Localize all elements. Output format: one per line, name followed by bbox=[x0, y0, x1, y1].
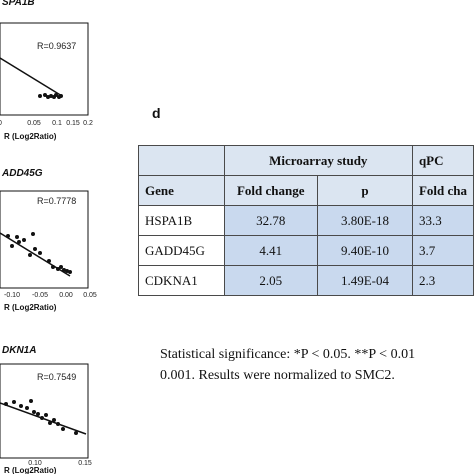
data-point bbox=[28, 253, 32, 257]
regression-line bbox=[0, 57, 63, 97]
x-tick-label: 0.15 bbox=[78, 460, 92, 467]
plot-frame bbox=[0, 190, 89, 289]
x-tick-label: 0.00 bbox=[59, 292, 73, 299]
data-point bbox=[31, 232, 35, 236]
table-group-header: qPC bbox=[411, 145, 474, 176]
table-column-header: p bbox=[316, 175, 413, 206]
table-row: CDKNA1 2.05 1.49E-04 2.3 bbox=[138, 265, 474, 296]
table-cell-gene: HSPA1B bbox=[138, 205, 225, 236]
significance-note: Statistical significance: *P < 0.05. **P… bbox=[160, 344, 415, 386]
x-tick-label: 0.05 bbox=[83, 292, 97, 299]
data-point bbox=[4, 402, 8, 406]
data-point bbox=[6, 234, 10, 238]
data-point bbox=[32, 410, 36, 414]
data-point bbox=[74, 431, 78, 435]
table-cell-qpcr-fold: 33.3 bbox=[411, 205, 474, 236]
x-axis-label: R (Log2Ratio) bbox=[4, 303, 57, 312]
data-point bbox=[15, 235, 19, 239]
data-point bbox=[19, 404, 23, 408]
data-point bbox=[68, 270, 72, 274]
data-points bbox=[4, 399, 78, 435]
note-line: Statistical significance: *P < 0.05. **P… bbox=[160, 347, 416, 362]
table-column-header: Gene bbox=[138, 175, 225, 206]
x-tick-label: 0.15 bbox=[66, 120, 80, 127]
table-cell-qpcr-fold: 2.3 bbox=[411, 265, 474, 296]
table-column-header: Fold cha bbox=[411, 175, 474, 206]
plot-title: ADD45G bbox=[2, 168, 43, 179]
data-points bbox=[6, 232, 72, 274]
table-row: GADD45G 4.41 9.40E-10 3.7 bbox=[138, 235, 474, 266]
x-axis-label: R (Log2Ratio) bbox=[4, 466, 57, 474]
table-cell-p-value: 9.40E-10 bbox=[316, 235, 413, 266]
table-cell-p-value: 1.49E-04 bbox=[316, 265, 413, 296]
data-point bbox=[43, 93, 47, 97]
data-point bbox=[22, 238, 26, 242]
table-cell-fold-change: 2.05 bbox=[223, 265, 318, 296]
plot-svg: R=0.7778 -0.10 -0.05 0.00 0.05 R (Log2Ra… bbox=[0, 190, 97, 312]
table-cell-fold-change: 4.41 bbox=[223, 235, 318, 266]
x-tick-label: 0.05 bbox=[27, 120, 41, 127]
data-point bbox=[36, 412, 40, 416]
data-point bbox=[17, 240, 21, 244]
table-cell-fold-change: 32.78 bbox=[223, 205, 318, 236]
data-point bbox=[10, 244, 14, 248]
r-value: R=0.7778 bbox=[37, 196, 76, 206]
data-point bbox=[54, 93, 58, 97]
table-cell-gene: GADD45G bbox=[138, 235, 225, 266]
data-point bbox=[25, 406, 29, 410]
data-point bbox=[29, 399, 33, 403]
table-column-header-row: Gene Fold change p Fold cha bbox=[138, 175, 474, 206]
x-tick-label: 0.1 bbox=[52, 120, 62, 127]
plot-title: SPA1B bbox=[2, 0, 35, 8]
data-point bbox=[51, 265, 55, 269]
x-tick-label: -0.05 bbox=[32, 292, 48, 299]
data-point bbox=[38, 251, 42, 255]
table-cell-p-value: 3.80E-18 bbox=[316, 205, 413, 236]
results-table: Microarray study qPC Gene Fold change p … bbox=[138, 145, 474, 296]
table-group-header-row: Microarray study qPC bbox=[138, 145, 474, 176]
x-axis-label: R (Log2Ratio) bbox=[4, 132, 57, 141]
plot-title: DKN1A bbox=[2, 345, 37, 356]
plot-frame bbox=[0, 363, 89, 459]
x-tick-label: 0 bbox=[0, 120, 2, 127]
data-point bbox=[40, 416, 44, 420]
table-row: HSPA1B 32.78 3.80E-18 33.3 bbox=[138, 205, 474, 236]
data-point bbox=[56, 422, 60, 426]
table-column-header: Fold change bbox=[223, 175, 318, 206]
plot-frame bbox=[0, 22, 89, 116]
x-tick-label: 0.10 bbox=[28, 460, 42, 467]
data-point bbox=[48, 421, 52, 425]
plot-svg: R=0.9637 0 0.05 0.1 0.15 0.2 R (Log2Rati… bbox=[0, 22, 93, 141]
table-header-blank bbox=[138, 145, 225, 176]
panel-label: d bbox=[152, 105, 161, 121]
x-tick-label: 0.2 bbox=[83, 120, 93, 127]
r-value: R=0.7549 bbox=[37, 372, 76, 382]
data-points bbox=[38, 93, 63, 99]
data-point bbox=[38, 94, 42, 98]
note-line: 0.001. Results were normalized to SMC2. bbox=[160, 368, 395, 383]
data-point bbox=[52, 418, 56, 422]
data-point bbox=[44, 413, 48, 417]
x-tick-label: -0.10 bbox=[4, 292, 20, 299]
r-value: R=0.9637 bbox=[37, 41, 76, 51]
data-point bbox=[61, 427, 65, 431]
data-point bbox=[59, 265, 63, 269]
data-point bbox=[59, 94, 63, 98]
table-cell-gene: CDKNA1 bbox=[138, 265, 225, 296]
data-point bbox=[12, 400, 16, 404]
table-group-header: Microarray study bbox=[223, 145, 413, 176]
data-point bbox=[33, 247, 37, 251]
data-point bbox=[56, 267, 60, 271]
data-point bbox=[47, 259, 51, 263]
plot-svg: R=0.7549 0.10 0.15 R (Log2Ratio) bbox=[0, 363, 92, 474]
table-cell-qpcr-fold: 3.7 bbox=[411, 235, 474, 266]
